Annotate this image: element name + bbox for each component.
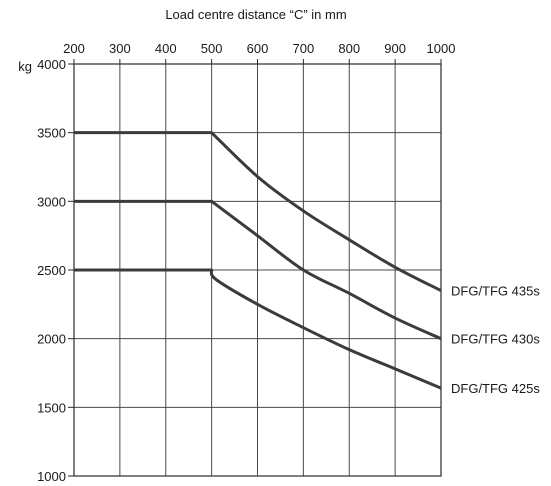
series-line-dfg-tfg-425s [74, 268, 442, 390]
y-tick-label-2500: 2500 [37, 263, 66, 278]
x-tick-label-1000: 1000 [427, 41, 456, 56]
x-tick-label-700: 700 [293, 41, 315, 56]
series-label-dfg-tfg-435s: DFG/TFG 435s [451, 284, 540, 299]
x-tick-label-300: 300 [109, 41, 131, 56]
y-axis-unit: kg [18, 59, 32, 74]
y-tick-label-3500: 3500 [37, 126, 66, 141]
series-line-dfg-tfg-435s [74, 131, 442, 292]
y-axis-ticks: 1000 1500 2000 2500 3000 3500 4000 [37, 57, 74, 484]
y-tick-label-3000: 3000 [37, 194, 66, 209]
x-tick-label-600: 600 [247, 41, 269, 56]
x-tick-label-200: 200 [63, 41, 85, 56]
series-label-dfg-tfg-430s: DFG/TFG 430s [451, 332, 540, 347]
series-label-dfg-tfg-425s: DFG/TFG 425s [451, 381, 540, 396]
x-axis-ticks: 200 300 400 500 600 700 800 900 1000 [63, 41, 455, 64]
y-tick-label-2000: 2000 [37, 332, 66, 347]
x-tick-label-500: 500 [201, 41, 223, 56]
chart-title: Load centre distance “C” in mm [165, 7, 346, 22]
series-line-dfg-tfg-430s [74, 199, 442, 341]
y-tick-label-4000: 4000 [37, 57, 66, 72]
x-tick-label-800: 800 [338, 41, 360, 56]
series-labels: DFG/TFG 435s DFG/TFG 430s DFG/TFG 425s [451, 284, 540, 397]
x-tick-label-900: 900 [384, 41, 406, 56]
y-tick-label-1000: 1000 [37, 469, 66, 484]
x-tick-label-400: 400 [155, 41, 177, 56]
series-lines [74, 131, 442, 390]
y-tick-label-1500: 1500 [37, 400, 66, 415]
